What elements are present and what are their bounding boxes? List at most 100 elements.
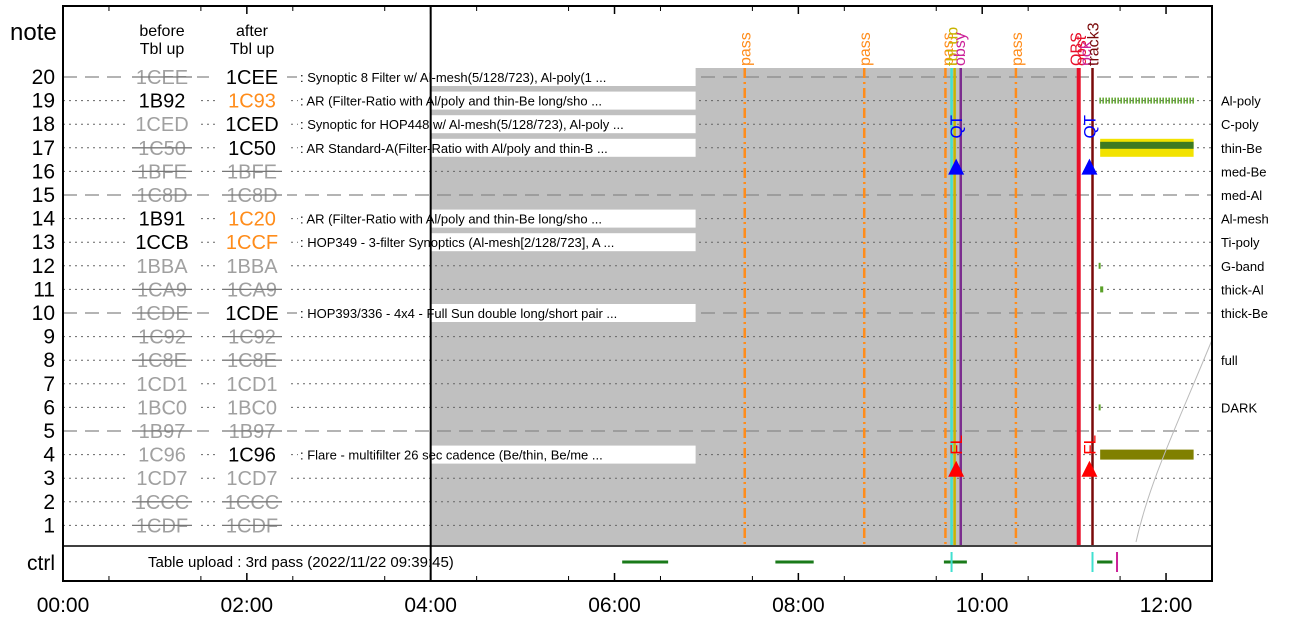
desc-bg [298, 138, 696, 157]
table-rows: 1CEE 1CEE: Synoptic 8 Filter w/ Al-mesh(5… [127, 66, 696, 537]
code-after: 1CDE [225, 303, 278, 325]
y-tick-label: 19 [32, 90, 55, 113]
row-desc: : AR Standard-A(Filter-Ratio with Al/pol… [300, 141, 608, 156]
code-after: 1C8D [226, 185, 277, 207]
y-ctrl-label: ctrl [27, 552, 55, 575]
code-after: 1CED [225, 114, 278, 136]
code-after: 1CD1 [226, 374, 277, 396]
cell-bg [127, 443, 197, 466]
row-desc: : Flare - multifilter 26 sec cadence (Be… [300, 448, 603, 463]
filter-panel: Al-poly C-poly thin-Be med-Be med-Al Al-mesh T… [1098, 94, 1269, 543]
header-before: before [139, 23, 184, 40]
desc-bg [298, 445, 696, 464]
desc-bg [298, 233, 696, 252]
cell-bg [217, 207, 287, 230]
filter-bar [1100, 449, 1194, 460]
filter-tick [1098, 262, 1101, 269]
y-tick-label: 10 [32, 302, 55, 325]
filter-label: Al-poly [1221, 94, 1261, 109]
row-desc: : AR (Filter-Ratio with Al/poly and thin… [300, 212, 602, 227]
y-tick-label: 1 [43, 514, 55, 537]
code-before: 1C8D [136, 185, 187, 207]
filter-tick [1098, 404, 1101, 411]
code-after: 1CD7 [226, 468, 277, 490]
code-after: 1CEE [226, 67, 278, 89]
ctrl-row: Table upload : 3rd pass (2022/11/22 09:3… [148, 552, 1119, 572]
code-before: 1CDE [135, 303, 188, 325]
pass-label: pass [738, 32, 755, 66]
code-before: 1CCB [135, 232, 188, 254]
row-desc: : HOP393/336 - 4x4 - Full Sun double lon… [300, 306, 617, 321]
code-after: 1CA9 [227, 279, 277, 301]
y-tick-label: 16 [32, 160, 55, 183]
row-desc: : HOP349 - 3-filter Synoptics (Al-mesh[2… [300, 235, 614, 250]
y-tick-label: 20 [32, 66, 55, 89]
code-before: 1BC0 [137, 397, 187, 419]
y-axis-label: note [10, 19, 57, 46]
code-before: 1B91 [139, 209, 186, 231]
code-before: 1CEE [136, 67, 188, 89]
desc-bg [298, 209, 696, 228]
x-tick-label: 08:00 [772, 594, 825, 617]
cell-bg [217, 467, 287, 490]
ctrl-text: Table upload : 3rd pass (2022/11/22 09:3… [148, 554, 454, 571]
pass-label: pass [857, 32, 874, 66]
y-tick-label: 8 [43, 349, 55, 372]
x-tick-label: 10:00 [956, 594, 1009, 617]
x-tick-label: 00:00 [37, 594, 90, 617]
cell-bg [217, 231, 287, 254]
y-tick-label: 9 [43, 326, 55, 349]
y-tick-label: 6 [43, 396, 55, 419]
filter-label: Al-mesh [1221, 212, 1269, 227]
x-tick-label: 04:00 [404, 594, 457, 617]
cell-bg [217, 254, 287, 277]
cell-bg [217, 302, 287, 324]
marker-text: QT [1080, 115, 1099, 139]
event-label: track3 [1086, 22, 1103, 66]
code-before: 1BFE [137, 161, 187, 183]
code-after: 1CCC [225, 492, 279, 514]
filter-label: C-poly [1221, 117, 1259, 132]
event-label: pass [940, 32, 957, 66]
filter-tick [1100, 286, 1104, 293]
filter-label: thin-Be [1221, 141, 1262, 156]
y-tick-label: 13 [32, 231, 55, 254]
event-label: pck [1078, 40, 1095, 66]
cell-bg [217, 396, 287, 419]
y-tick-label: 17 [32, 137, 55, 160]
code-before: 1BBA [136, 256, 188, 278]
marker-text: FL [1080, 435, 1099, 455]
code-before: 1CD1 [136, 374, 187, 396]
cell-bg [217, 89, 287, 112]
cell-bg [217, 136, 287, 159]
filter-label: DARK [1221, 400, 1257, 415]
cell-bg [127, 467, 197, 490]
filter-label: thick-Al [1221, 282, 1264, 297]
desc-bg [298, 91, 696, 110]
cell-bg [127, 254, 197, 277]
event-label: obsy [952, 32, 969, 66]
header-after-l2: Tbl up [230, 41, 275, 58]
x-tick-label: 02:00 [221, 594, 274, 617]
filter-label: med-Be [1221, 164, 1267, 179]
cell-bg [127, 396, 197, 419]
cell-bg [217, 66, 287, 88]
marker-triangle [1081, 158, 1098, 175]
y-tick-label: 14 [32, 208, 56, 231]
event-label: tbl up [945, 27, 962, 66]
frame-rect [62, 5, 1213, 582]
code-after: 1C20 [228, 209, 276, 231]
code-before: 1C50 [138, 138, 186, 160]
code-before: 1CCC [135, 492, 189, 514]
x-axis: 00:00 02:00 04:00 06:00 08:00 10:00 12:00 [37, 6, 1192, 617]
filter-label: med-Al [1221, 188, 1262, 203]
marker-text: QT [947, 115, 966, 139]
code-before: 1B92 [139, 91, 186, 113]
desc-bg [298, 304, 696, 322]
code-before: 1CDF [136, 515, 188, 537]
cell-bg [217, 113, 287, 136]
row-desc: : AR (Filter-Ratio with Al/poly and thin… [300, 94, 602, 109]
connector-line [1135, 339, 1213, 543]
